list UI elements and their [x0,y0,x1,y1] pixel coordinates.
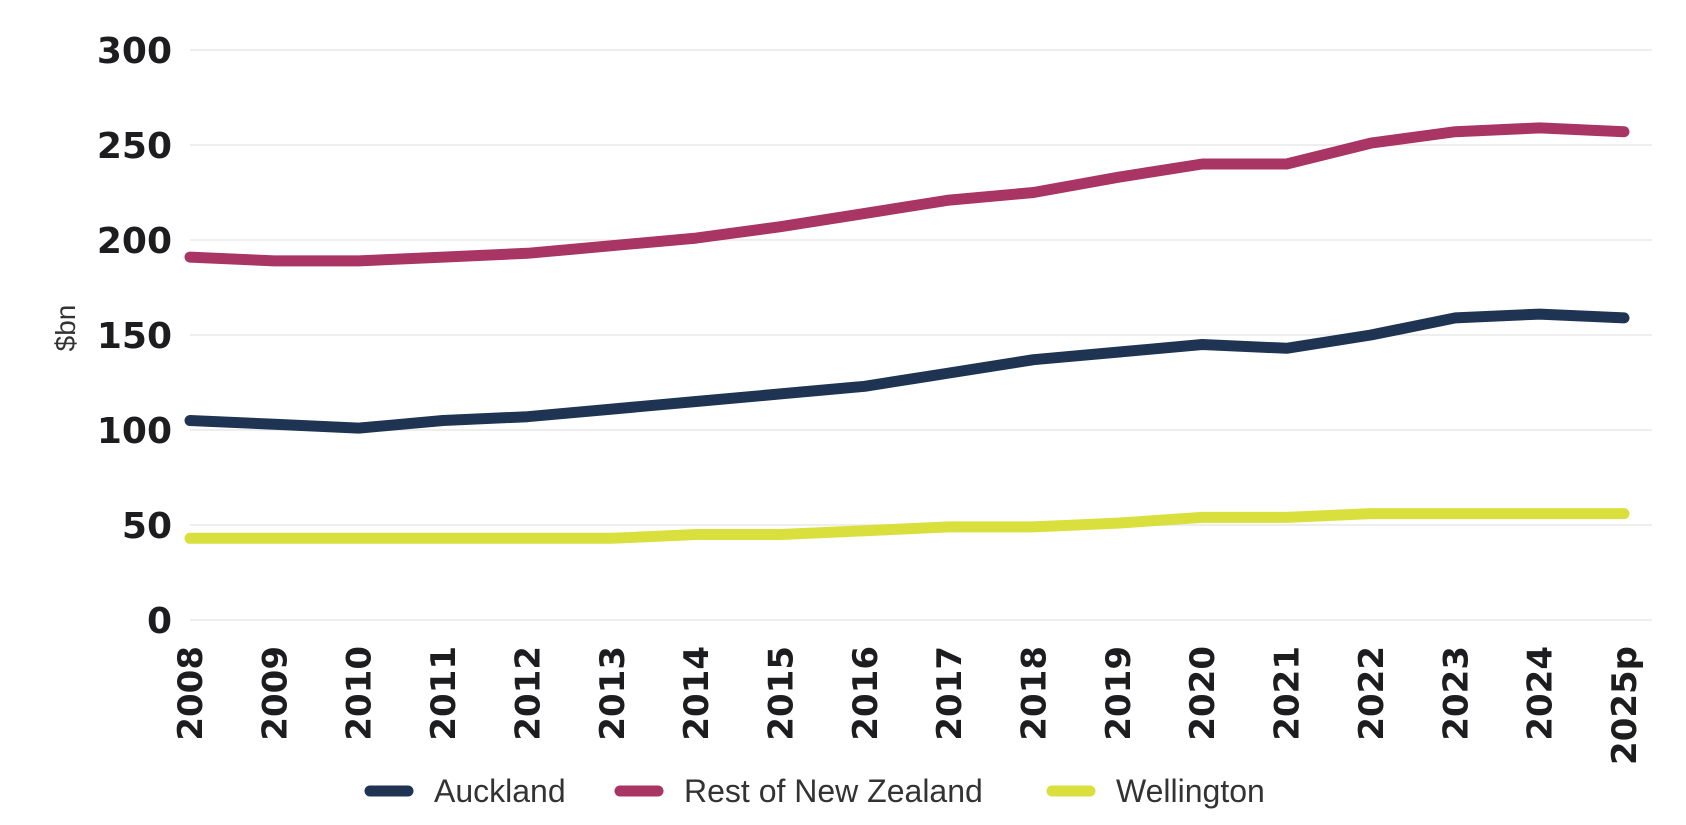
x-tick-2022: 2022 [1352,646,1392,741]
series-line-auckland [184,308,1630,434]
y-axis-label: $bn [50,305,81,352]
y-tick-50: 50 [122,506,172,547]
x-tick-2015: 2015 [761,646,801,741]
legend-label-wellington: Wellington [1116,773,1265,809]
x-tick-2009: 2009 [255,646,295,741]
y-tick-250: 250 [97,126,172,167]
x-tick-2016: 2016 [846,646,886,741]
x-tick-2013: 2013 [593,646,633,741]
y-tick-200: 200 [97,221,172,262]
y-tick-100: 100 [97,411,172,452]
x-tick-2011: 2011 [424,646,464,741]
series-line-rest-of-new-zealand [184,122,1630,267]
legend-label-rest-of-new-zealand: Rest of New Zealand [684,773,983,809]
x-tick-2025p: 2025p [1605,646,1645,765]
series-line-wellington [184,508,1630,544]
y-tick-300: 300 [97,31,172,72]
series-lines [184,122,1630,544]
x-tick-2024: 2024 [1521,646,1561,741]
x-tick-2010: 2010 [340,646,380,741]
legend: Auckland Rest of New Zealand Wellington [364,773,1265,809]
x-tick-2012: 2012 [508,646,548,741]
legend-label-auckland: Auckland [434,773,566,809]
y-tick-150: 150 [97,316,172,357]
x-tick-2018: 2018 [1015,646,1055,741]
gridlines [190,49,1652,621]
y-axis-ticks: 0 50 100 150 200 250 300 [97,31,172,642]
x-tick-2008: 2008 [171,646,211,741]
x-axis-ticks: 2008 2009 2010 2011 2012 2013 2014 2015 2016 2017… [171,646,1645,765]
x-tick-2017: 2017 [930,646,970,741]
x-tick-2023: 2023 [1436,646,1476,741]
x-tick-2021: 2021 [1268,646,1308,741]
x-tick-2019: 2019 [1099,646,1139,741]
x-tick-2014: 2014 [677,646,717,741]
x-tick-2020: 2020 [1183,646,1223,741]
y-tick-0: 0 [147,601,172,642]
